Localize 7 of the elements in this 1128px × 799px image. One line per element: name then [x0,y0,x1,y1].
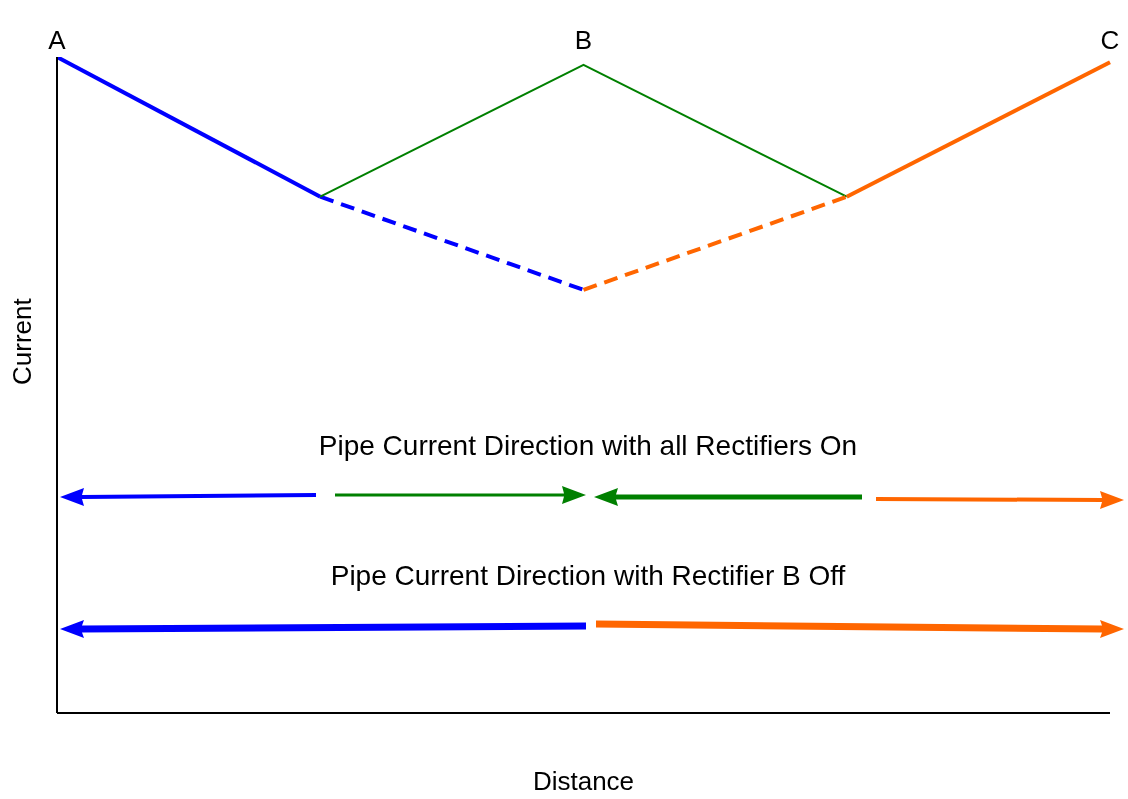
annotation: Pipe Current Direction with Rectifier B Off [329,560,847,592]
x-axis-title: Distance [532,766,635,796]
x-tick-label: B [574,25,593,55]
annotation: Pipe Current Direction with all Rectifiers On [317,430,859,462]
y-axis-title: Current [7,297,38,385]
x-tick-label: A [48,25,67,55]
x-tick-label: C [1100,25,1120,55]
